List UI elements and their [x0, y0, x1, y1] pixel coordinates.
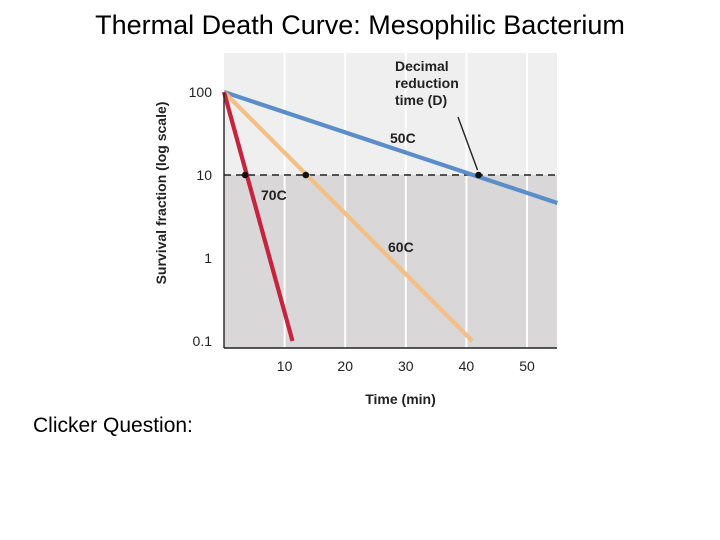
annotation-decimal-reduction: Decimal reduction time (D)	[395, 58, 459, 108]
series-label-60C: 60C	[388, 239, 414, 255]
series-line-60C	[222, 90, 474, 343]
annotation-arrow	[457, 116, 479, 171]
y-axis-label: Survival fraction (log scale)	[153, 102, 169, 285]
y-tick-label-100: 100	[189, 84, 213, 100]
x-tick-label-20: 20	[337, 358, 353, 374]
slide-title: Thermal Death Curve: Mesophilic Bacteriu…	[95, 10, 625, 40]
x-tick-label-40: 40	[459, 358, 475, 374]
series-line-50C	[223, 90, 558, 205]
series-label-70C: 70C	[261, 187, 287, 203]
x-tick-label-30: 30	[398, 358, 414, 374]
x-tick-label-50: 50	[519, 358, 535, 374]
annotation-line-2: reduction	[395, 75, 459, 91]
x-tick-label-10: 10	[277, 358, 293, 374]
y-tick-label-0.1: 0.1	[193, 333, 213, 349]
annotation-line-1: Decimal	[395, 58, 449, 74]
clicker-question: Clicker Question:	[33, 414, 193, 437]
annotation-line-3: time (D)	[395, 92, 447, 108]
marker-dot-3	[475, 171, 482, 179]
y-tick-label-1: 1	[204, 250, 212, 266]
series-label-50C: 50C	[390, 130, 416, 146]
x-axis-label: Time (min)	[365, 391, 436, 407]
series-line-70C	[221, 91, 295, 342]
marker-dot-1	[241, 171, 249, 179]
marker-dot-2	[302, 171, 310, 179]
y-tick-label-10: 10	[196, 167, 212, 183]
